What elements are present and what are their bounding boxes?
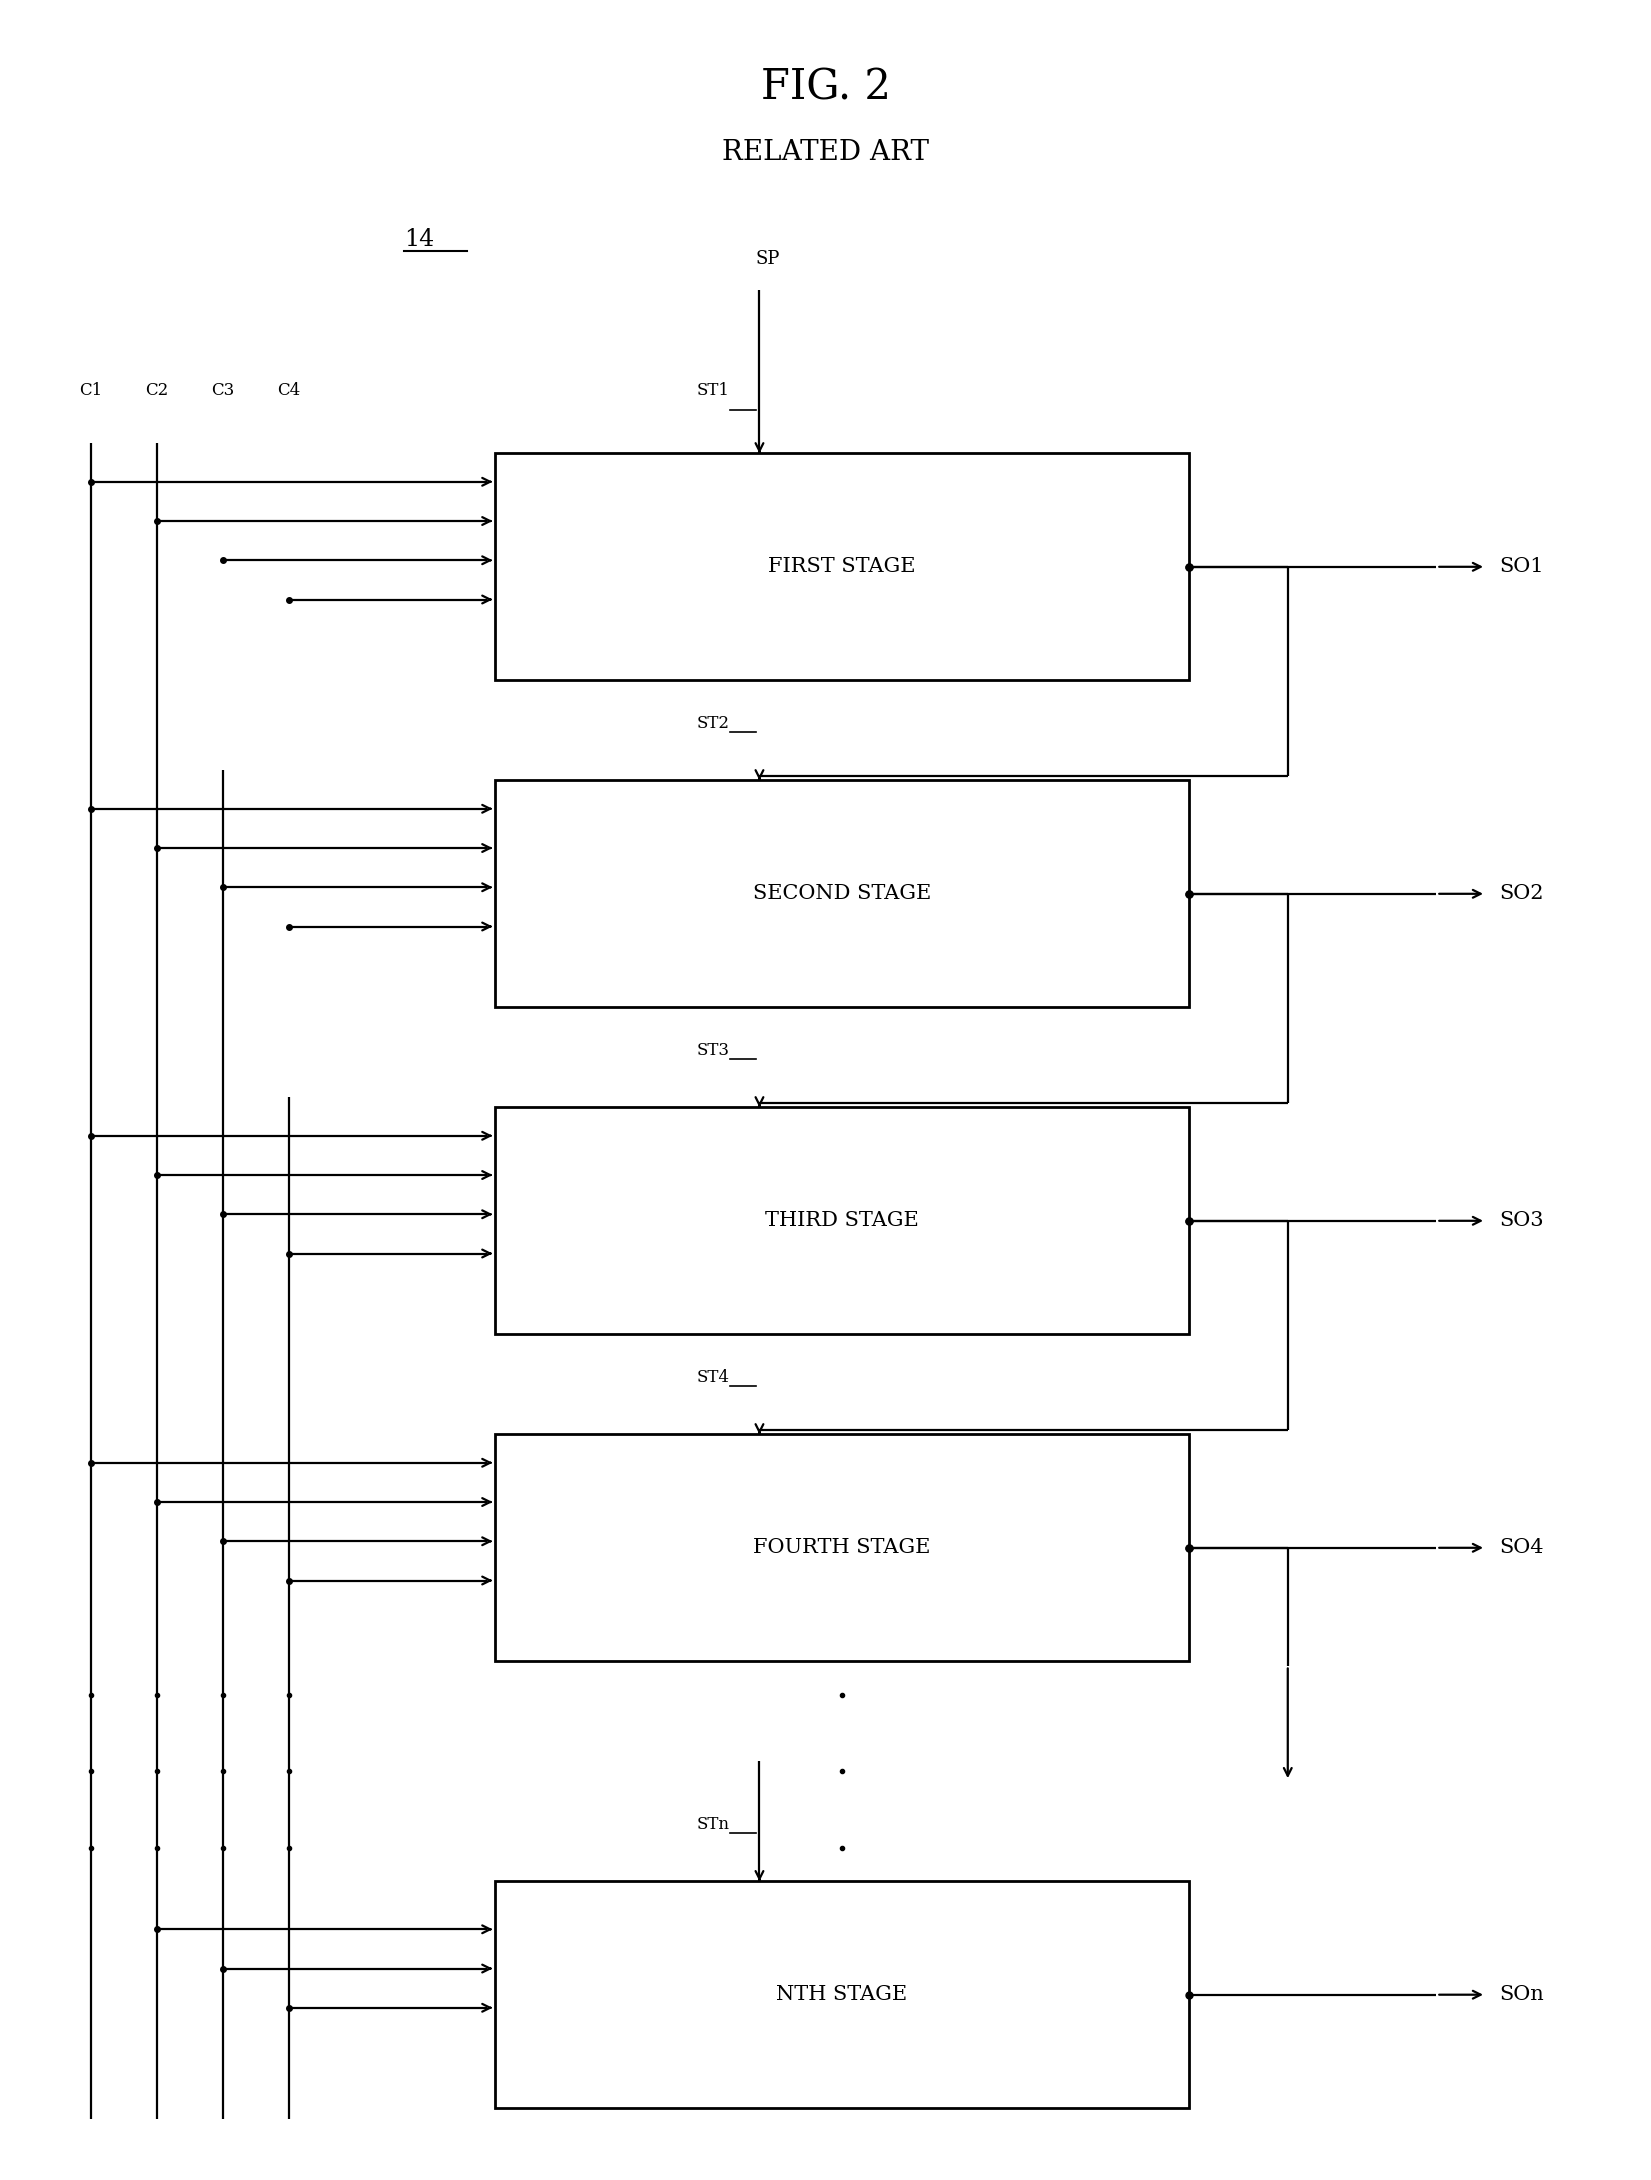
Text: RELATED ART: RELATED ART — [721, 140, 930, 166]
Text: FOURTH STAGE: FOURTH STAGE — [753, 1539, 931, 1557]
Text: SO3: SO3 — [1499, 1212, 1544, 1230]
Text: ST4: ST4 — [697, 1369, 730, 1386]
Text: THIRD STAGE: THIRD STAGE — [764, 1212, 920, 1230]
Bar — [495, 453, 1189, 680]
Bar — [495, 1881, 1189, 2108]
Text: SO4: SO4 — [1499, 1539, 1544, 1557]
Text: C1: C1 — [79, 382, 102, 399]
Text: C4: C4 — [277, 382, 300, 399]
Text: FIRST STAGE: FIRST STAGE — [768, 558, 916, 576]
Text: 14: 14 — [404, 227, 434, 251]
Bar — [495, 1107, 1189, 1334]
Text: C2: C2 — [145, 382, 168, 399]
Text: ST3: ST3 — [697, 1042, 730, 1059]
Text: FIG. 2: FIG. 2 — [761, 65, 890, 109]
Text: C3: C3 — [211, 382, 234, 399]
Text: SECOND STAGE: SECOND STAGE — [753, 885, 931, 903]
Text: NTH STAGE: NTH STAGE — [776, 1986, 908, 2003]
Text: SOn: SOn — [1499, 1986, 1544, 2003]
Text: SO2: SO2 — [1499, 885, 1544, 903]
Text: SO1: SO1 — [1499, 558, 1544, 576]
Text: ST2: ST2 — [697, 715, 730, 732]
Text: ST1: ST1 — [697, 382, 730, 399]
Text: STn: STn — [697, 1816, 730, 1833]
Text: SP: SP — [756, 251, 779, 268]
Bar — [495, 1434, 1189, 1661]
Bar — [495, 780, 1189, 1007]
